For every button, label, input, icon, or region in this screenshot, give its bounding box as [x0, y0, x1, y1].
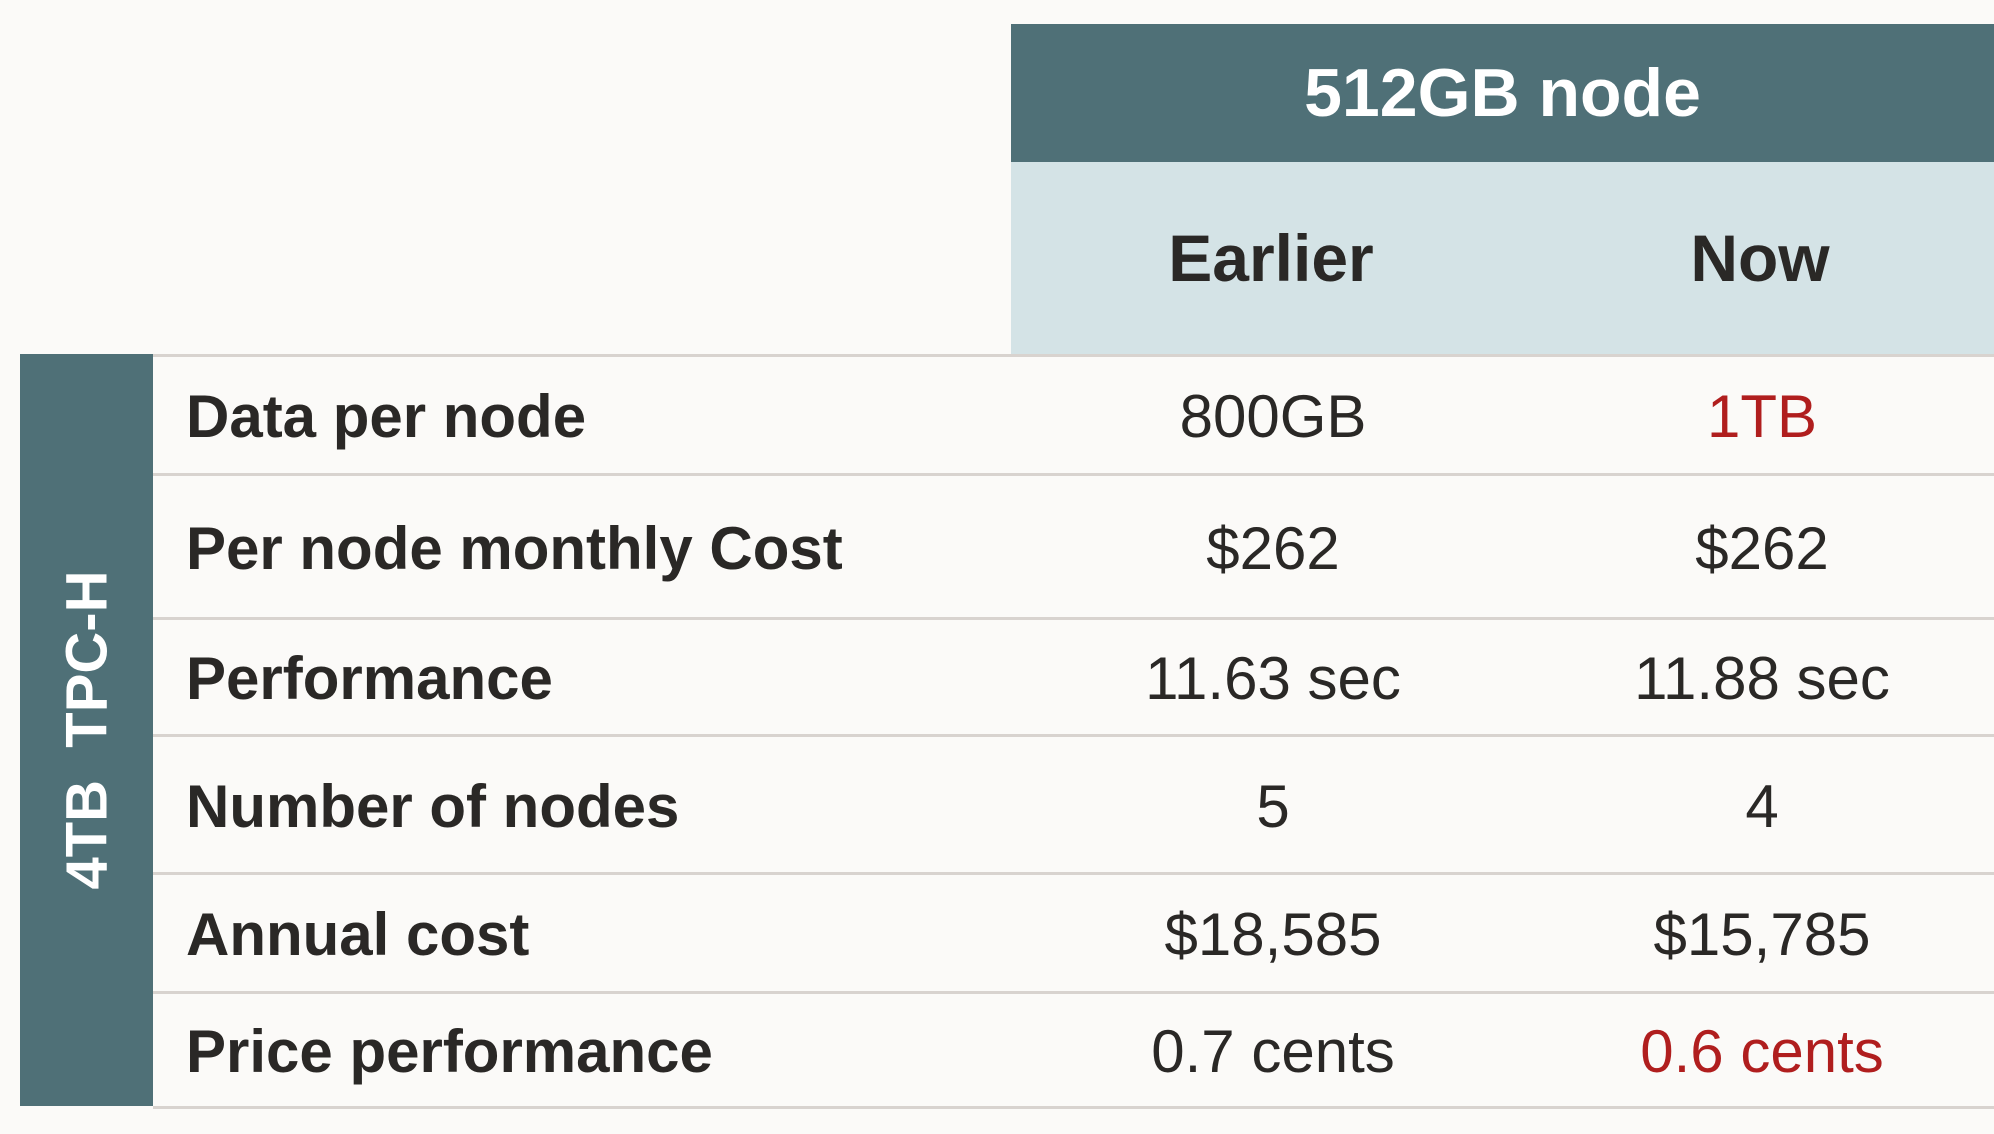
table-row: Price performance 0.7 cents 0.6 cents [153, 991, 1994, 1109]
table-row: Annual cost $18,585 $15,785 [153, 872, 1994, 994]
earlier-value: 800GB [1179, 383, 1367, 450]
column-header-earlier: Earlier [1168, 221, 1374, 295]
earlier-value: $262 [1206, 514, 1340, 582]
row-label: Annual cost [186, 901, 530, 968]
table-row: Data per node 800GB 1TB [153, 354, 1994, 476]
now-value: 1TB [1706, 383, 1818, 450]
row-label: Number of nodes [186, 772, 680, 840]
column-header-now: Now [1690, 221, 1830, 295]
now-value: 11.88 sec [1634, 645, 1890, 712]
now-value: 0.6 cents [1640, 1018, 1884, 1085]
now-value: 4 [1745, 772, 1779, 840]
now-value: $262 [1695, 514, 1829, 582]
table-row: Performance 11.63 sec 11.88 sec [153, 617, 1994, 737]
row-label: Per node monthly Cost [186, 514, 843, 582]
table-row: Number of nodes 5 4 [153, 734, 1994, 875]
side-label-bar: 4TB TPC-H [20, 354, 153, 1106]
column-header-row: Earlier Now [1011, 162, 1994, 354]
earlier-value: $18,585 [1164, 901, 1382, 968]
now-value: $15,785 [1653, 901, 1871, 968]
earlier-value: 5 [1256, 772, 1290, 840]
group-header: 512GB node [1011, 24, 1994, 162]
earlier-value: 0.7 cents [1151, 1018, 1395, 1085]
earlier-value: 11.63 sec [1145, 645, 1401, 712]
table-row: Per node monthly Cost $262 $262 [153, 473, 1994, 620]
table-bottom-border [153, 1106, 1994, 1109]
group-header-label: 512GB node [1304, 55, 1701, 131]
row-label: Performance [186, 645, 553, 712]
side-label: 4TB TPC-H [54, 570, 119, 890]
row-label: Data per node [186, 383, 587, 450]
row-label: Price performance [186, 1018, 713, 1085]
